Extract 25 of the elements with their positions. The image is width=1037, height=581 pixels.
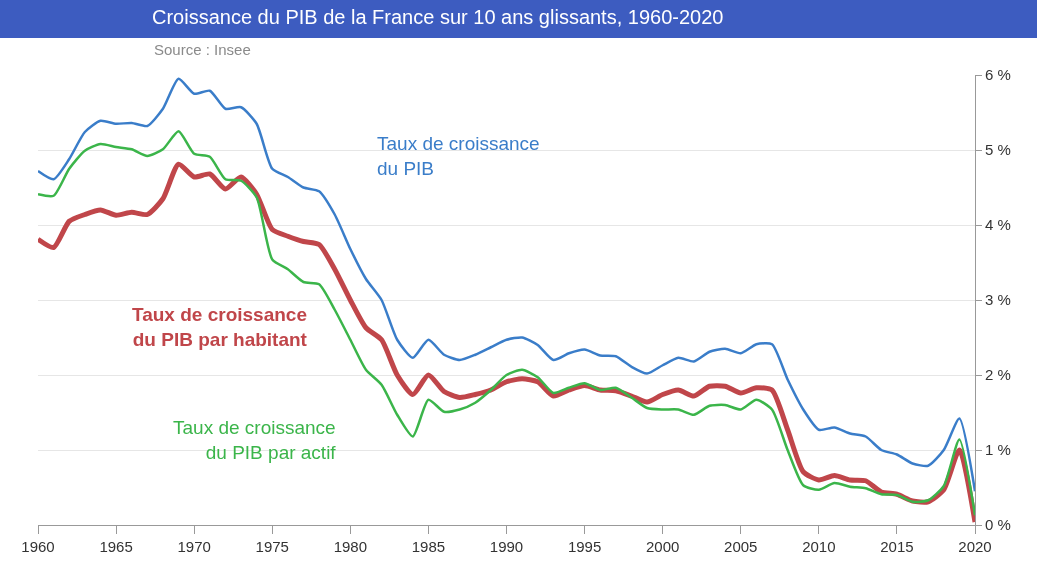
x-tick-label: 2000 xyxy=(645,538,680,555)
text: Taux de croissance du PIB par actif xyxy=(173,417,337,463)
y-tick-label: 2 % xyxy=(985,366,1011,384)
y-tick-label: 5 % xyxy=(985,141,1011,159)
x-tick-label: 1960 xyxy=(21,538,55,555)
y-tick-label: 0 % xyxy=(985,516,1011,534)
x-tick-label: 1990 xyxy=(489,538,524,555)
x-tick-label: 1970 xyxy=(177,538,211,555)
x-tick-label: 1995 xyxy=(567,538,602,555)
y-tick-label: 6 % xyxy=(985,66,1011,84)
x-tick-label: 2015 xyxy=(880,538,914,555)
y-tick-label: 1 % xyxy=(985,441,1011,459)
x-tick-label: 2010 xyxy=(802,538,836,555)
text: Taux de croissance du PIB xyxy=(377,133,540,179)
x-tick-label: 1975 xyxy=(255,538,289,555)
x-tick-label: 1965 xyxy=(99,538,133,555)
x-tick-label: 1985 xyxy=(411,538,446,555)
text: Taux de croissance du PIB par habitant xyxy=(132,304,308,350)
x-tick-label: 2020 xyxy=(958,538,992,555)
chart-title: Croissance du PIB de la France sur 10 ans glissants, 1960-2020 xyxy=(152,6,724,28)
y-tick-label: 3 % xyxy=(985,291,1011,309)
x-tick-label: 1980 xyxy=(333,538,368,555)
y-tick-label: 4 % xyxy=(985,216,1011,234)
source-note: Source : Insee xyxy=(154,41,251,58)
x-tick-label: 2005 xyxy=(724,538,758,555)
